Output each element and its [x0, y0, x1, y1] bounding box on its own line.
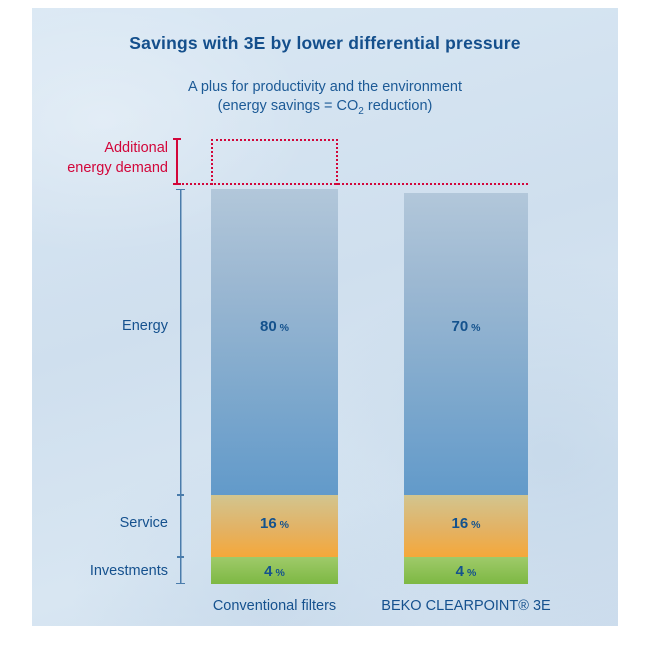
- percent-sign: %: [275, 567, 285, 579]
- bar1-energy-segment: [211, 189, 338, 495]
- chart-title: Savings with 3E by lower differential pr…: [129, 33, 521, 53]
- investments-axis-label: Investments: [89, 563, 168, 579]
- bar1-energy-value: 80%: [211, 318, 338, 335]
- percent-sign: %: [279, 322, 290, 334]
- additional-demand-dotted-box: [211, 139, 338, 185]
- bar2-investments-segment: [404, 557, 528, 584]
- percent-sign: %: [471, 519, 481, 531]
- value-text: 4: [264, 563, 273, 580]
- bar1-service-value: 16%: [211, 515, 338, 532]
- additional-line1: Additional: [104, 140, 168, 156]
- chart-subtitle: A plus for productivity and the environm…: [187, 79, 463, 95]
- bar1-investments-segment: [211, 557, 338, 584]
- service-axis-label: Service: [119, 515, 168, 531]
- category-label-conventional-filters: Conventional filters: [212, 598, 337, 614]
- bar1-investments-value: 4%: [211, 563, 338, 580]
- value-text: 80: [259, 318, 277, 335]
- bar2-investments-value: 4%: [404, 563, 528, 580]
- bar2-energy-segment: [404, 193, 528, 495]
- axis-tick-service: [177, 494, 184, 496]
- value-text: 16: [451, 515, 469, 532]
- additional-demand-dotted-line: [179, 183, 528, 185]
- percent-sign: %: [279, 519, 290, 531]
- additional-energy-demand-label: Additional energy demand: [30, 139, 168, 178]
- bar2-service-value: 16%: [404, 515, 528, 532]
- value-text: 4: [455, 563, 464, 580]
- co2-subscript: 2: [358, 105, 364, 117]
- energy-axis-label: Energy: [122, 318, 168, 334]
- percent-sign: %: [471, 322, 481, 334]
- additional-line2: energy demand: [67, 159, 168, 176]
- additional-demand-bracket: [173, 138, 181, 185]
- bar2-service-segment: [404, 495, 528, 557]
- bar1-service-segment: [211, 495, 338, 557]
- category-label-beko-clearpoint-3e: BEKO CLEARPOINT® 3E: [381, 598, 551, 614]
- value-text: 70: [451, 318, 469, 335]
- bar2-energy-value: 70%: [404, 318, 528, 335]
- chart-subtitle-co2: (energy savings = CO2 reduction): [0, 98, 650, 117]
- value-axis-line: [176, 189, 185, 584]
- axis-tick-investments: [177, 556, 184, 558]
- value-text: 16: [259, 515, 277, 532]
- subtitle2-pre: (energy savings = CO: [217, 98, 359, 114]
- subtitle2-post: reduction): [363, 98, 433, 114]
- percent-sign: %: [467, 567, 477, 579]
